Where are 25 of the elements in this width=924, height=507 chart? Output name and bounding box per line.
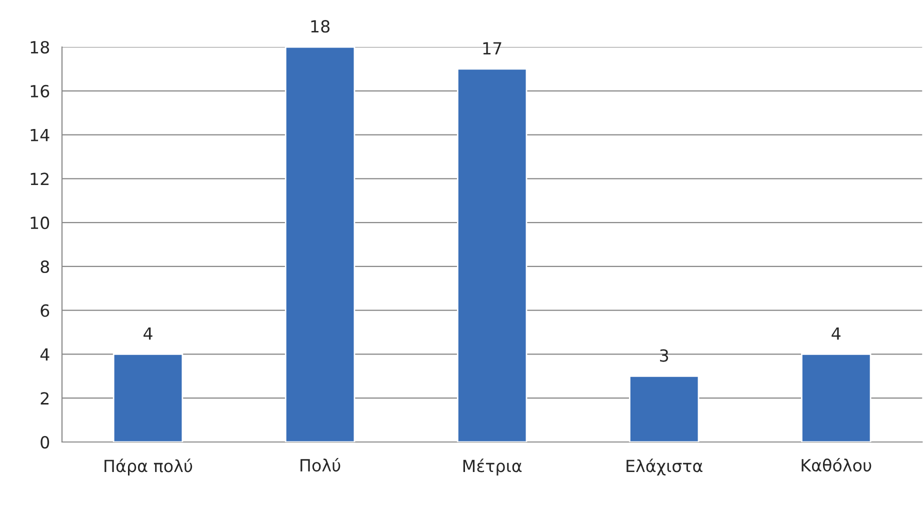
- bar: [801, 354, 872, 442]
- y-tick-label: 8: [40, 260, 50, 274]
- y-tick-label: 4: [40, 348, 50, 361]
- bar: [456, 68, 528, 442]
- data-label: 3: [660, 349, 668, 362]
- bar: [112, 354, 184, 442]
- data-label: 18: [311, 20, 330, 33]
- y-tick-label: 6: [40, 304, 50, 317]
- y-tick-label: 2: [40, 392, 49, 404]
- y-tick-label: 10: [30, 216, 50, 230]
- x-tick-label: Ελάχιστα: [626, 458, 702, 476]
- y-tick-label: 0: [40, 436, 50, 449]
- x-tick-label: Πολύ: [300, 458, 340, 472]
- bar: [284, 47, 356, 442]
- data-label: 4: [144, 327, 152, 340]
- y-tick-label: 12: [30, 172, 49, 185]
- data-label: 4: [832, 327, 841, 340]
- x-tick-label: Πάρα πολύ: [104, 458, 192, 476]
- x-tick-label: Καθόλου: [802, 458, 872, 472]
- data-label: 17: [483, 42, 502, 54]
- y-tick-label: 14: [30, 128, 50, 142]
- x-tick-label: Μέτρια: [463, 458, 522, 476]
- y-tick-label: 18: [30, 40, 50, 54]
- y-tick-label: 16: [30, 84, 50, 98]
- bar: [629, 375, 700, 442]
